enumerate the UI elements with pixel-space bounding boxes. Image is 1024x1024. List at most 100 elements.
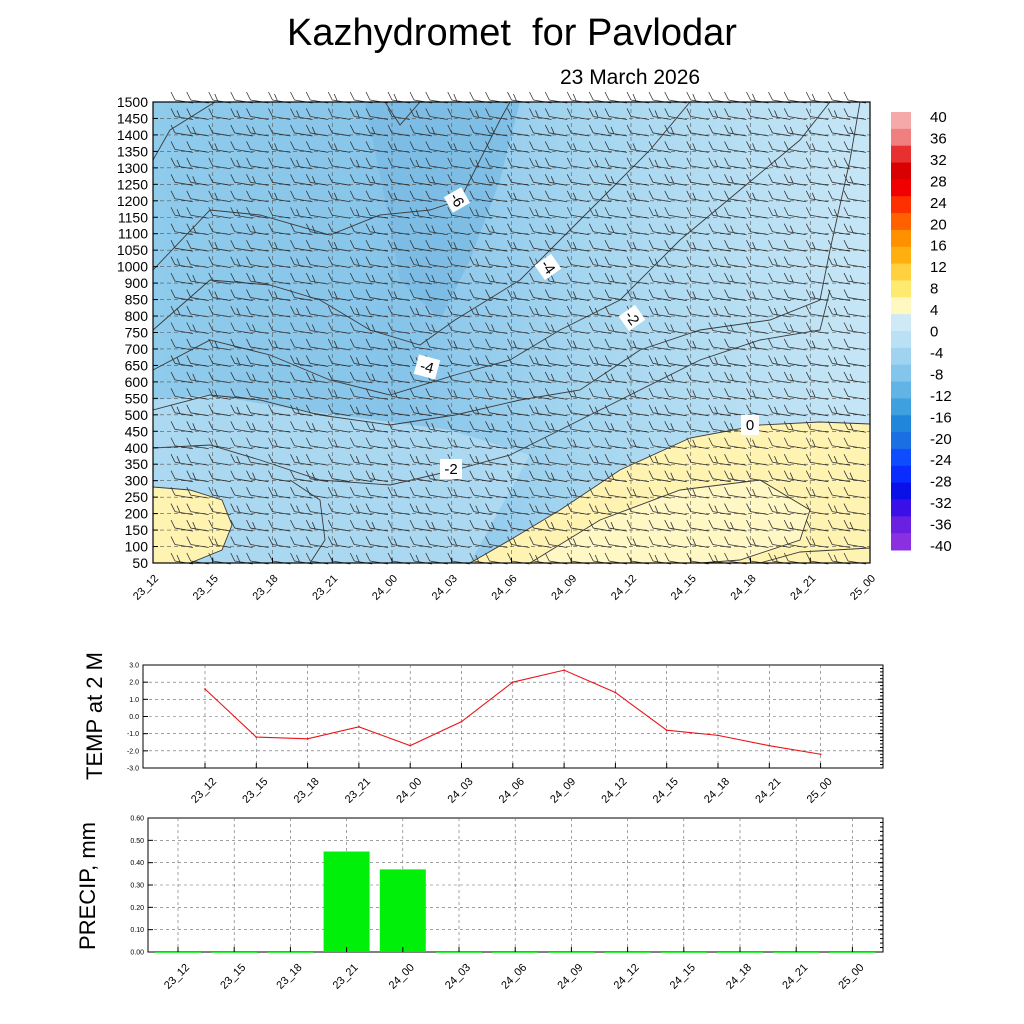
wind-barb-shaft	[608, 494, 628, 499]
wind-barb-shaft	[332, 181, 351, 186]
wind-barb-flag	[664, 91, 670, 101]
wind-barb	[544, 91, 568, 104]
wind-barb-flag	[485, 338, 490, 348]
wind-barb-flag	[349, 108, 355, 117]
wind-barb-flag	[311, 324, 316, 332]
wind-barb-flag	[208, 272, 214, 282]
wind-barb-flag	[230, 552, 236, 562]
wind-barb-flag	[371, 373, 376, 382]
wind-barb-flag	[752, 143, 756, 151]
wind-barb-shaft	[728, 379, 747, 384]
wind-barb-shaft	[593, 165, 612, 170]
wind-barb-flag	[783, 519, 789, 529]
wind-barb-flag	[544, 174, 550, 183]
wind-barb-shaft	[489, 132, 508, 137]
wind-barb-shaft	[369, 214, 389, 219]
wind-barb-flag	[827, 437, 833, 446]
wind-barb-flag	[333, 439, 338, 447]
wind-barb	[843, 437, 867, 450]
wind-barb	[648, 470, 672, 483]
wind-barb	[648, 207, 672, 219]
wind-barb-shaft	[429, 231, 448, 236]
wind-barb-shaft	[413, 181, 433, 186]
wind-barb-flag	[327, 141, 333, 150]
wind-barb	[843, 91, 867, 104]
wind-barb-flag	[774, 159, 778, 168]
wind-barb-shaft	[772, 428, 791, 433]
wind-barb-shaft	[788, 544, 807, 548]
wind-barb-flag	[550, 472, 555, 480]
wind-barb	[208, 305, 231, 318]
wind-barb	[507, 141, 530, 153]
wind-barb	[387, 124, 411, 137]
wind-barb-shaft	[451, 280, 470, 285]
wind-barb-flag	[305, 470, 311, 479]
wind-barb-flag	[387, 486, 393, 496]
wind-barb-flag	[268, 486, 273, 496]
wind-barb	[290, 256, 313, 269]
wind-barb-flag	[692, 439, 697, 447]
wind-barb	[626, 437, 650, 450]
wind-barb	[604, 289, 628, 301]
colorbar-label: 20	[930, 216, 947, 233]
wind-barb-shaft	[413, 527, 433, 532]
wind-barb-flag	[746, 108, 751, 117]
wind-barb	[186, 470, 209, 483]
wind-barb-flag	[192, 126, 197, 135]
wind-barb	[327, 174, 351, 186]
wind-barb	[827, 256, 851, 269]
wind-barb	[447, 157, 470, 170]
wind-barb	[648, 371, 672, 384]
wind-barb-flag	[507, 552, 512, 562]
wind-barb-flag	[170, 536, 176, 545]
wind-barb-shaft	[652, 198, 672, 203]
wind-barb	[327, 157, 351, 170]
wind-barb-shaft	[234, 165, 253, 170]
wind-barb	[746, 503, 769, 516]
wind-barb-flag	[485, 470, 490, 479]
wind-barb-flag	[752, 340, 756, 349]
wind-barb	[186, 503, 209, 516]
colorbar-swatch	[891, 415, 911, 433]
wind-barb	[626, 486, 650, 499]
wind-barb-flag	[327, 322, 333, 331]
wind-barb	[686, 503, 709, 516]
wind-barb-flag	[333, 390, 338, 398]
wind-barb-flag	[371, 126, 376, 135]
wind-barb	[170, 190, 194, 203]
wind-barb-shaft	[690, 346, 709, 351]
wind-barb-flag	[485, 404, 490, 414]
wind-barb	[827, 124, 851, 137]
wind-barb	[208, 503, 231, 516]
wind-barb-shaft	[788, 264, 807, 269]
wind-barb-flag	[724, 190, 729, 199]
wind-barb	[425, 141, 448, 153]
y-tick-label: 550	[125, 390, 149, 406]
wind-barb-flag	[355, 505, 360, 513]
wind-barb-flag	[305, 338, 311, 348]
wind-barb-flag	[296, 307, 300, 316]
wind-barb-flag	[827, 305, 833, 315]
wind-barb	[349, 141, 373, 153]
wind-barb-flag	[491, 472, 495, 480]
wind-barb-shaft	[668, 346, 687, 351]
wind-barb	[566, 239, 590, 252]
wind-barb	[843, 371, 867, 384]
wind-barb-flag	[843, 421, 849, 430]
precipitation-bar	[211, 952, 258, 953]
x-tick-label: 23_21	[310, 573, 340, 603]
wind-barb	[507, 190, 530, 203]
wind-barb	[566, 519, 590, 532]
wind-barb-shaft	[668, 445, 687, 450]
wind-barb-shaft	[250, 395, 269, 400]
wind-barb-shaft	[571, 247, 590, 252]
wind-barb-shaft	[652, 148, 672, 153]
y-tick-label: 500	[125, 407, 149, 423]
wind-barb	[268, 355, 291, 367]
wind-barb-flag	[208, 322, 214, 331]
wind-barb-shaft	[272, 181, 291, 186]
wind-barb-shaft	[190, 247, 209, 252]
wind-barb-flag	[214, 93, 219, 102]
wind-barb-flag	[686, 272, 692, 282]
wind-barb-flag	[246, 404, 251, 414]
